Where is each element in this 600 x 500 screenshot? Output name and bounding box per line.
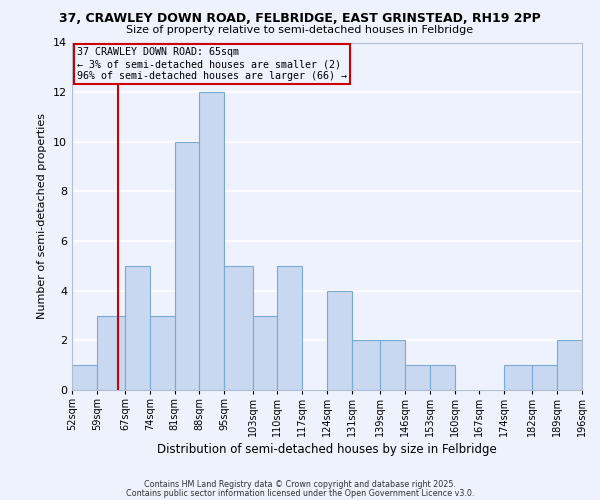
Text: Contains public sector information licensed under the Open Government Licence v3: Contains public sector information licen… [126, 488, 474, 498]
Bar [97, 316, 125, 390]
Y-axis label: Number of semi-detached properties: Number of semi-detached properties [37, 114, 47, 320]
Bar [405, 365, 430, 390]
X-axis label: Distribution of semi-detached houses by size in Felbridge: Distribution of semi-detached houses by … [157, 443, 497, 456]
Bar [277, 266, 302, 390]
Bar [72, 365, 97, 390]
Bar [504, 365, 532, 390]
Bar [253, 316, 277, 390]
Bar [380, 340, 405, 390]
Bar [150, 316, 175, 390]
Text: Size of property relative to semi-detached houses in Felbridge: Size of property relative to semi-detach… [127, 25, 473, 35]
Text: 37 CRAWLEY DOWN ROAD: 65sqm
← 3% of semi-detached houses are smaller (2)
96% of : 37 CRAWLEY DOWN ROAD: 65sqm ← 3% of semi… [77, 48, 347, 80]
Bar [557, 340, 582, 390]
Bar [430, 365, 455, 390]
Bar [327, 290, 352, 390]
Bar [175, 142, 199, 390]
Bar [199, 92, 224, 390]
Text: 37, CRAWLEY DOWN ROAD, FELBRIDGE, EAST GRINSTEAD, RH19 2PP: 37, CRAWLEY DOWN ROAD, FELBRIDGE, EAST G… [59, 12, 541, 26]
Bar [532, 365, 557, 390]
Bar [125, 266, 150, 390]
Text: Contains HM Land Registry data © Crown copyright and database right 2025.: Contains HM Land Registry data © Crown c… [144, 480, 456, 489]
Bar [352, 340, 380, 390]
Bar [224, 266, 253, 390]
